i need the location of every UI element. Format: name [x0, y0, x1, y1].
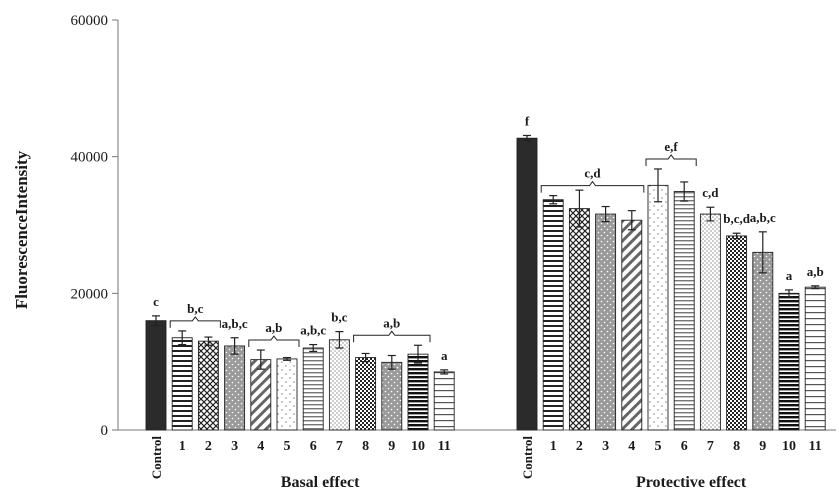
category-label: 11 — [438, 439, 451, 454]
category-label-control: Control — [149, 436, 164, 479]
bar-basal-9 — [381, 361, 403, 431]
category-label: 4 — [257, 439, 264, 454]
category-label: 6 — [681, 439, 688, 454]
bar-basal-5 — [276, 358, 298, 431]
significance-label: a — [441, 348, 448, 363]
bar-protective-10 — [778, 292, 800, 431]
category-label: 6 — [310, 439, 317, 454]
y-tick-label: 20000 — [71, 286, 109, 302]
y-tick-label: 40000 — [71, 150, 109, 166]
bar-basal-7 — [328, 339, 350, 431]
significance-label: e,f — [664, 139, 678, 154]
bar-protective-11 — [804, 286, 826, 431]
significance-label: a,b — [807, 264, 824, 279]
y-axis-label: FluorescenceIntensity — [12, 150, 31, 309]
significance-label: b,c — [331, 310, 347, 325]
bar-protective-1 — [542, 199, 564, 431]
category-label: 11 — [809, 439, 822, 454]
group-label: Basal effect — [281, 474, 360, 491]
bar-basal-10 — [407, 353, 429, 431]
significance-bracket — [353, 330, 431, 343]
y-tick-label: 60000 — [71, 13, 109, 29]
significance-bracket — [645, 154, 697, 166]
category-label: 10 — [411, 439, 425, 454]
significance-label: c — [153, 294, 159, 309]
category-label: 3 — [231, 439, 238, 454]
bar-protective-2 — [568, 208, 590, 431]
significance-label: a,b,c — [300, 323, 326, 338]
category-label: 4 — [628, 439, 635, 454]
significance-label: a,b,c — [222, 316, 248, 331]
y-tick-label: 0 — [101, 423, 109, 439]
bar-protective-3 — [595, 213, 617, 431]
category-label: 10 — [782, 439, 796, 454]
category-label: 2 — [205, 439, 212, 454]
bar-basal-6 — [302, 347, 324, 431]
bar-protective-7 — [699, 213, 721, 431]
significance-label: b,c — [187, 301, 203, 316]
significance-bracket — [540, 180, 645, 193]
bar-basal-control — [145, 320, 167, 431]
bar-protective-5 — [647, 184, 669, 431]
bar-basal-4 — [250, 359, 272, 431]
significance-bracket — [169, 316, 221, 328]
bars — [145, 134, 826, 431]
bar-basal-8 — [355, 357, 377, 431]
category-label: 7 — [336, 439, 343, 454]
bar-basal-2 — [197, 340, 219, 431]
significance-label: c,d — [584, 166, 601, 181]
significance-label: a,b,c — [750, 210, 776, 225]
category-label-control: Control — [520, 436, 535, 479]
bar-basal-11 — [433, 371, 455, 431]
significance-label: a — [786, 268, 793, 283]
significance-bracket — [248, 335, 300, 348]
bar-protective-4 — [621, 219, 643, 431]
significance-label: c,d — [702, 185, 719, 200]
category-label: 1 — [550, 439, 557, 454]
category-label: 5 — [655, 439, 662, 454]
category-label: 3 — [602, 439, 609, 454]
significance-label: f — [525, 113, 530, 128]
significance-label: b,c,d — [723, 211, 751, 226]
significance-label: a,b — [383, 315, 400, 330]
category-label: 8 — [733, 439, 740, 454]
category-label: 5 — [284, 439, 291, 454]
category-label: 1 — [179, 439, 186, 454]
significance-label: a,b — [265, 320, 282, 335]
bar-basal-1 — [171, 337, 193, 431]
bar-protective-9 — [752, 251, 774, 431]
category-label: 7 — [707, 439, 714, 454]
labels: 0 20000 40000 60000 FluorescenceIntensity Con… — [12, 13, 824, 491]
group-label: Protective effect — [636, 474, 747, 491]
bar-protective-6 — [673, 191, 695, 431]
bar-basal-3 — [224, 345, 246, 431]
category-label: 2 — [576, 439, 583, 454]
category-label: 9 — [759, 439, 766, 454]
bar-protective-control — [516, 137, 538, 431]
category-label: 8 — [362, 439, 369, 454]
category-label: 9 — [388, 439, 395, 454]
bar-protective-8 — [726, 235, 748, 431]
